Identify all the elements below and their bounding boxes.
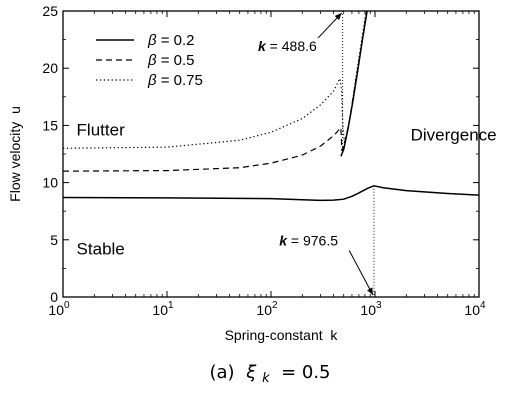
y-tick-label: 10 <box>42 175 58 191</box>
y-tick-label: 25 <box>42 3 58 19</box>
plot-frame <box>62 10 480 298</box>
y-tick-label: 0 <box>50 289 58 305</box>
legend-label: β = 0.2 <box>147 32 195 49</box>
annotations: k = 488.6 k = 976.5 <box>258 12 374 296</box>
y-tick-labels: 0 5 10 15 20 25 <box>42 3 58 305</box>
region-label: Flutter <box>77 121 126 140</box>
y-tick-label: 5 <box>50 232 58 248</box>
legend-label: β = 0.75 <box>147 72 203 89</box>
caption-prefix: (a) <box>209 362 234 383</box>
caption-subscript: k <box>262 371 270 386</box>
x-tick-label: 101 <box>152 300 174 318</box>
caption-symbol: ξ <box>245 362 257 383</box>
legend: β = 0.2 β = 0.5 β = 0.75 <box>96 32 203 89</box>
annotation-arrow <box>348 250 374 296</box>
series-layer <box>63 11 479 202</box>
x-tick-labels: 100 101 102 103 104 <box>48 300 486 318</box>
series-line <box>340 11 368 157</box>
y-tick-label: 20 <box>42 60 58 76</box>
figure-caption: (a) ξ k = 0.5 <box>209 362 330 387</box>
reference-lines <box>342 11 375 297</box>
annotation-label: k = 488.6 <box>258 38 317 54</box>
y-axis-title: Flow velocity u <box>7 106 23 202</box>
x-tick-label: 102 <box>256 300 278 318</box>
x-tick-label: 100 <box>48 300 70 318</box>
annotation-label: k = 976.5 <box>279 233 338 249</box>
region-label: Divergence <box>411 125 497 144</box>
region-labels: Flutter Divergence Stable <box>77 121 497 259</box>
x-axis-title: Spring-constant k <box>225 327 339 343</box>
x-tick-label: 103 <box>360 300 382 318</box>
caption-value: = 0.5 <box>275 362 330 383</box>
region-label: Stable <box>77 240 125 259</box>
annotation-arrow <box>317 12 343 39</box>
series-line <box>63 11 367 149</box>
x-tick-label: 104 <box>464 300 486 318</box>
svg-text:(a) ξ k = 0: (a) ξ k = 0.5 <box>209 362 330 387</box>
series-line <box>63 185 479 202</box>
legend-label: β = 0.5 <box>147 52 195 69</box>
y-tick-label: 15 <box>42 117 58 133</box>
